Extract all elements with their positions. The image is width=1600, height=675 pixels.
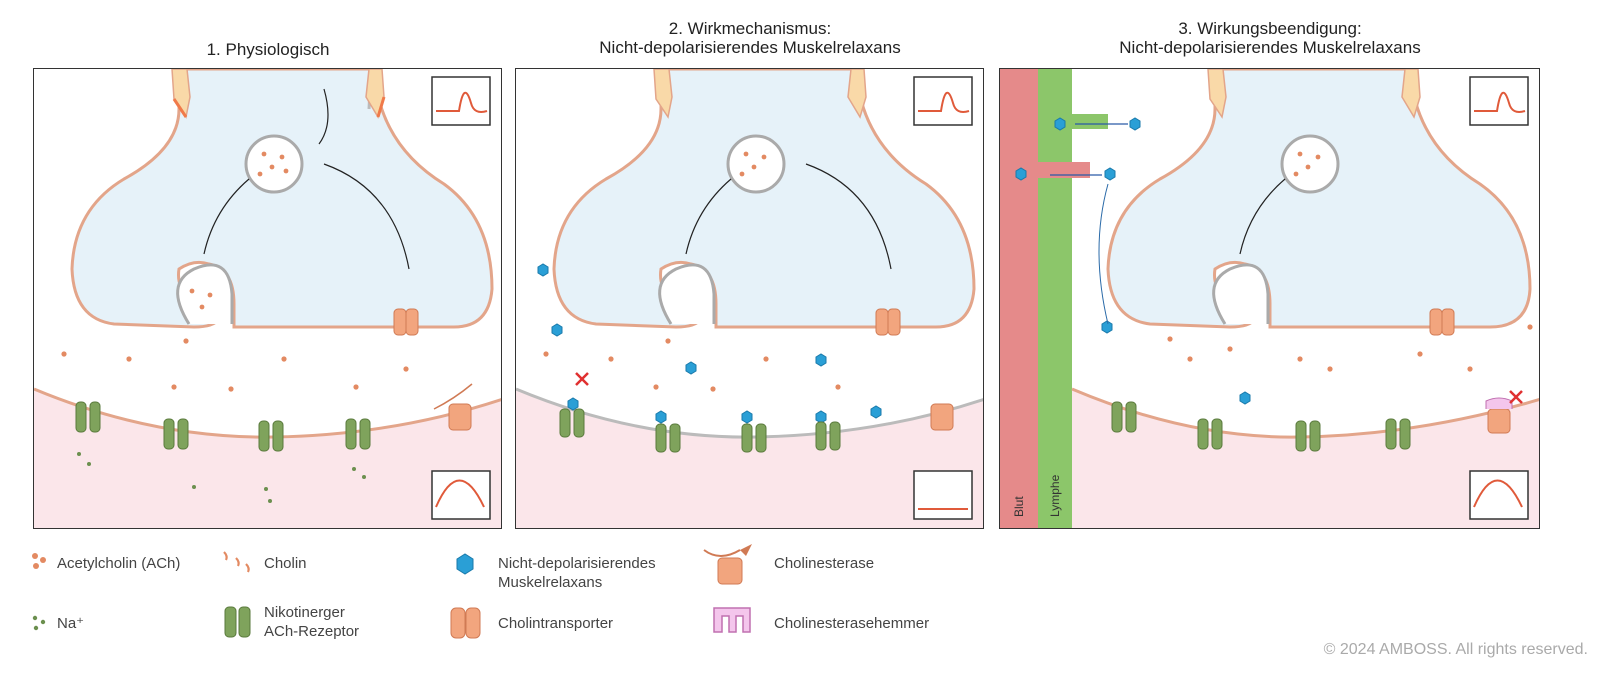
panel-title-3: 3. Wirkungsbeendigung: Nicht-depolarisie…: [1119, 19, 1421, 57]
inhibitor-icon: [713, 607, 751, 633]
na-icon: [32, 615, 46, 631]
synapse-diagram-2: [516, 69, 983, 528]
nmb-icon: [456, 553, 474, 575]
cholin-icon: [223, 551, 250, 573]
legend-ach-label: Acetylcholin (ACh): [57, 555, 181, 572]
transporter-icon: [450, 607, 481, 639]
legend-inhibitor-label: Cholinesterasehemmer: [774, 615, 930, 632]
synapse-diagram-1: [34, 69, 501, 528]
panel-title-2: 2. Wirkmechanismus: Nicht-depolarisieren…: [599, 19, 901, 57]
lymph-label: Lymphe: [1048, 474, 1062, 517]
legend-cholinesterase-label: Cholinesterase: [774, 555, 875, 572]
legend-receptor-label: Nikotinerger ACh-Rezeptor: [264, 604, 360, 640]
legend-na-label: Na⁺: [57, 615, 85, 632]
blood-label: Blut: [1012, 496, 1026, 517]
panel-title-1: 1. Physiologisch: [206, 40, 330, 59]
receptor-icon: [224, 606, 251, 638]
panel-wirkmechanismus: [515, 68, 984, 529]
legend-transporter-label: Cholintransporter: [498, 615, 614, 632]
ach-icon: [32, 553, 46, 569]
panel-physiologisch: [33, 68, 502, 529]
copyright-notice: © 2024 AMBOSS. All rights reserved.: [1323, 641, 1588, 658]
legend-cholin-label: Cholin: [264, 555, 307, 572]
synapse-diagram-3: [1000, 69, 1539, 528]
panel-wirkungsbeendigung: Blut Lymphe: [999, 68, 1540, 529]
cholinesterase-icon: [703, 544, 752, 585]
legend-nmb-label: Nicht-depolarisierendes Muskelrelaxans: [498, 555, 656, 591]
